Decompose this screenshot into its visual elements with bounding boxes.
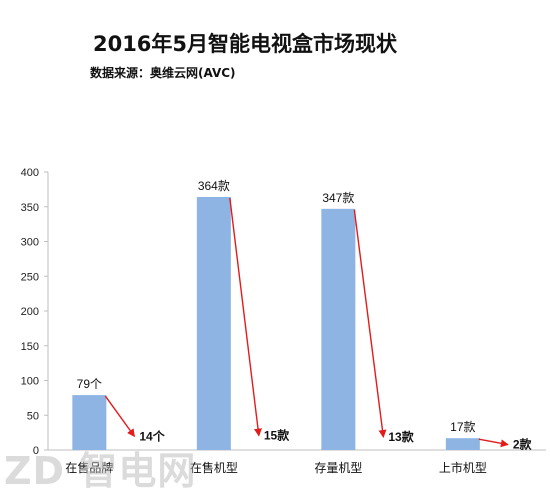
y-tick-label: 0 [33,445,39,457]
watermark-logo: ZD 智电网 [4,449,197,493]
bar-2 [196,197,231,450]
y-tick-label: 250 [21,271,39,283]
x-category-label: 在售品牌 [65,460,113,475]
bar-value-label: 17款 [450,420,475,434]
bar-1 [72,395,107,450]
secondary-value-label: 13款 [388,429,414,444]
trend-arrow [353,209,387,438]
y-tick-label: 300 [21,237,39,249]
y-tick-label: 50 [27,410,39,422]
bar-value-label: 79个 [77,377,102,391]
bar-value-label: 364款 [198,179,230,193]
secondary-value-label: 2款 [513,437,533,452]
y-tick-label: 100 [21,376,39,388]
y-tick-label: 350 [21,202,39,214]
bar-value-label: 347款 [322,191,354,205]
y-tick-label: 200 [21,306,39,318]
trend-arrow [478,438,509,448]
secondary-value-label: 14个 [139,428,165,443]
y-tick-label: 400 [21,167,39,179]
bar-4 [445,438,480,450]
y-tick-label: 150 [21,341,39,353]
trend-arrow [229,197,262,437]
chart-subtitle: 数据来源：奥维云网(AVC) [90,66,236,80]
trend-arrow [104,395,135,438]
x-category-label: 上市机型 [439,460,487,475]
x-category-label: 存量机型 [314,461,362,475]
chart-title: 2016年5月智能电视盒市场现状 [92,32,398,56]
x-category-label: 在售机型 [190,460,238,475]
bar-3 [321,208,356,450]
secondary-value-label: 15款 [264,428,290,443]
